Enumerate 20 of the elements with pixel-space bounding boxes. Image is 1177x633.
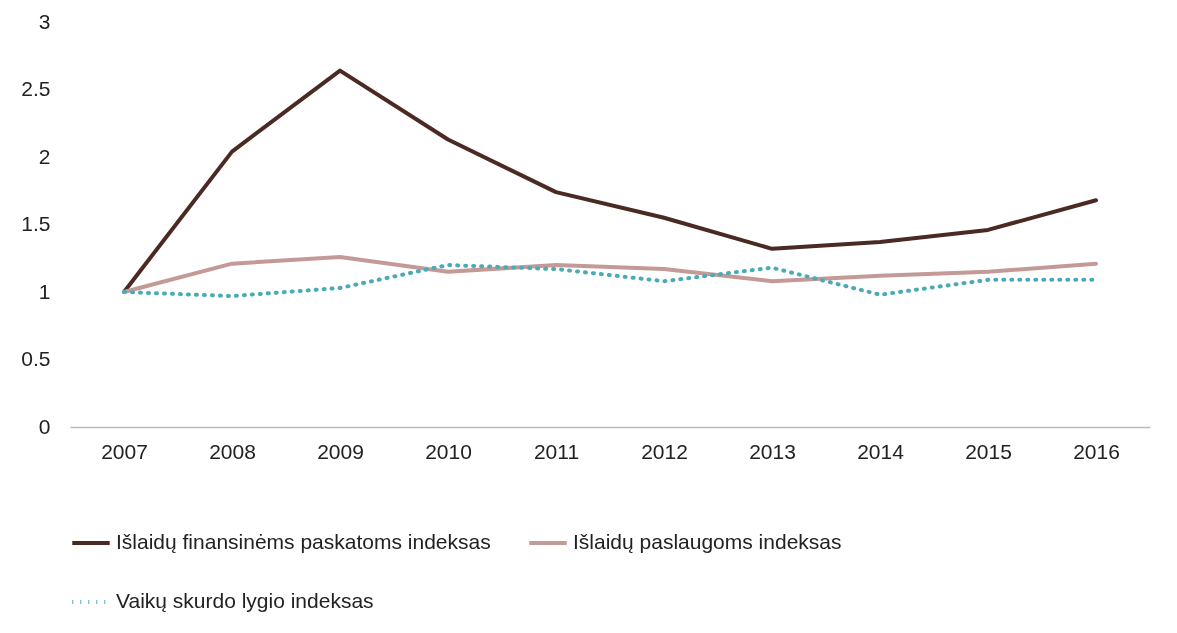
legend-label: Išlaidų finansinėms paskatoms indeksas xyxy=(116,530,491,553)
x-tick-label: 2011 xyxy=(533,439,580,463)
x-tick-label: 2016 xyxy=(1073,439,1120,463)
x-tick-label: 2013 xyxy=(749,439,796,463)
y-tick-label: 1.5 xyxy=(21,212,51,235)
y-tick-label: 3 xyxy=(38,9,51,33)
y-tick-label: 1 xyxy=(38,279,51,303)
x-tick-label: 2014 xyxy=(857,439,905,463)
x-tick-label: 2007 xyxy=(101,439,148,463)
x-tick-label: 2009 xyxy=(317,439,364,463)
x-tick-label: 2015 xyxy=(965,439,1012,463)
legend-label: Vaikų skurdo lygio indeksas xyxy=(116,589,374,612)
x-tick-label: 2012 xyxy=(641,439,688,463)
x-tick-label: 2008 xyxy=(209,439,256,463)
y-tick-label: 2.5 xyxy=(21,77,51,100)
y-tick-label: 2 xyxy=(38,144,51,168)
legend-label: Išlaidų paslaugoms indeksas xyxy=(573,530,842,553)
y-tick-label: 0.5 xyxy=(21,347,51,370)
y-tick-label: 0 xyxy=(38,414,51,438)
x-tick-label: 2010 xyxy=(425,439,472,463)
